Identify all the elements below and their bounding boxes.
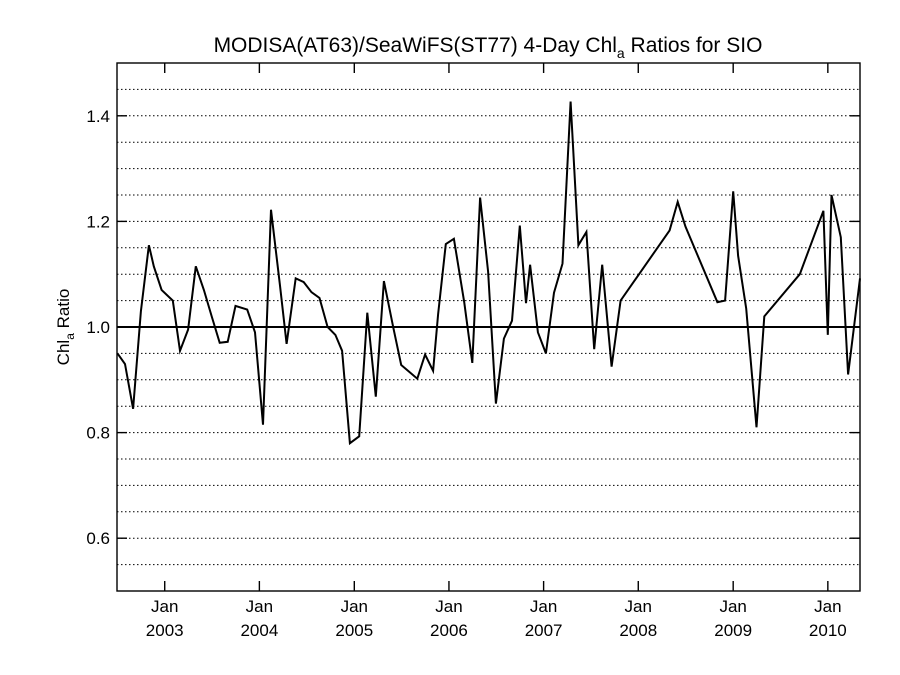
- x-tick-label-year: 2007: [525, 621, 563, 640]
- x-tick-label-month: Jan: [814, 597, 841, 616]
- y-axis-title-subscript: a: [63, 333, 77, 340]
- chart-title-prefix: MODISA(AT63)/SeaWiFS(ST77) 4-Day Chl: [214, 34, 617, 57]
- y-tick-label: 0.6: [86, 529, 110, 548]
- x-tick-label-year: 2010: [809, 621, 847, 640]
- data-series: [116, 101, 861, 446]
- x-tick-label-year: 2008: [619, 621, 657, 640]
- x-axis: Jan 2003 Jan 2004 Jan 2005 Jan 2006 Jan 2007 Jan 20…: [146, 63, 847, 640]
- y-axis-title-suffix: Ratio: [54, 289, 73, 333]
- x-tick-label-year: 2006: [430, 621, 468, 640]
- x-tick-label-year: 2004: [240, 621, 278, 640]
- x-tick-label-month: Jan: [246, 597, 273, 616]
- y-axis-title: Chla Ratio: [54, 289, 77, 366]
- chart-title: MODISA(AT63)/SeaWiFS(ST77) 4-Day Chla Ra…: [214, 34, 763, 61]
- x-tick-label-month: Jan: [435, 597, 462, 616]
- x-tick-label-month: Jan: [625, 597, 652, 616]
- series-line: [116, 101, 861, 446]
- y-tick-label: 1.2: [86, 212, 110, 231]
- x-tick-label-month: Jan: [719, 597, 746, 616]
- chart-title-subscript: a: [617, 45, 625, 61]
- x-tick-label-year: 2005: [335, 621, 373, 640]
- x-tick-label-month: Jan: [341, 597, 368, 616]
- x-tick-label-month: Jan: [151, 597, 178, 616]
- x-tick-label-month: Jan: [530, 597, 557, 616]
- y-tick-label: 0.8: [86, 424, 110, 443]
- y-axis-title-prefix: Chl: [54, 340, 73, 366]
- y-axis: 0.6 0.8 1.0 1.2 1.4: [86, 107, 860, 548]
- chart-title-suffix: Ratios for SIO: [625, 34, 763, 57]
- x-tick-label-year: 2009: [714, 621, 752, 640]
- y-tick-label: 1.4: [86, 107, 110, 126]
- y-tick-label: 1.0: [86, 318, 110, 337]
- x-tick-label-year: 2003: [146, 621, 184, 640]
